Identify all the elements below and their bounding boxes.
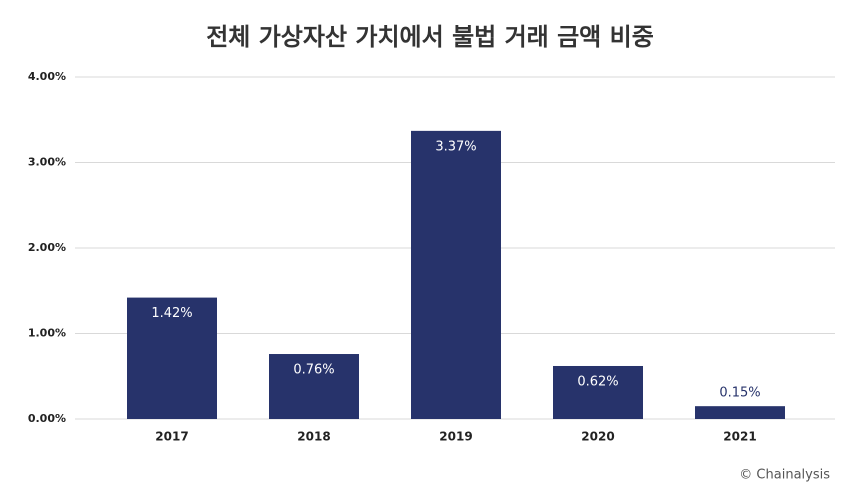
bar [411, 130, 501, 420]
bar [269, 354, 359, 419]
x-tick-label: 2019 [439, 430, 472, 444]
value-label: 0.62% [577, 374, 618, 389]
y-tick-label: 4.00% [28, 70, 66, 83]
y-tick-label: 3.00% [28, 156, 66, 169]
x-tick-label: 2018 [297, 430, 330, 444]
y-tick-label: 1.00% [28, 327, 66, 340]
x-tick-label: 2017 [155, 430, 188, 444]
value-label: 0.76% [293, 363, 334, 378]
y-tick-label: 0.00% [28, 412, 66, 425]
chart-title: 전체 가상자산 가치에서 불법 거래 금액 비중 [206, 23, 654, 51]
x-tick-label: 2020 [581, 430, 614, 444]
value-label: 0.15% [719, 386, 760, 401]
value-label: 1.42% [151, 306, 192, 321]
bar [127, 297, 217, 419]
source: © Chainalysis [739, 468, 830, 483]
value-label: 3.37% [435, 139, 476, 154]
y-tick-label: 2.00% [28, 241, 66, 254]
bar [553, 365, 643, 419]
x-tick-label: 2021 [723, 430, 756, 444]
bar [695, 406, 785, 419]
